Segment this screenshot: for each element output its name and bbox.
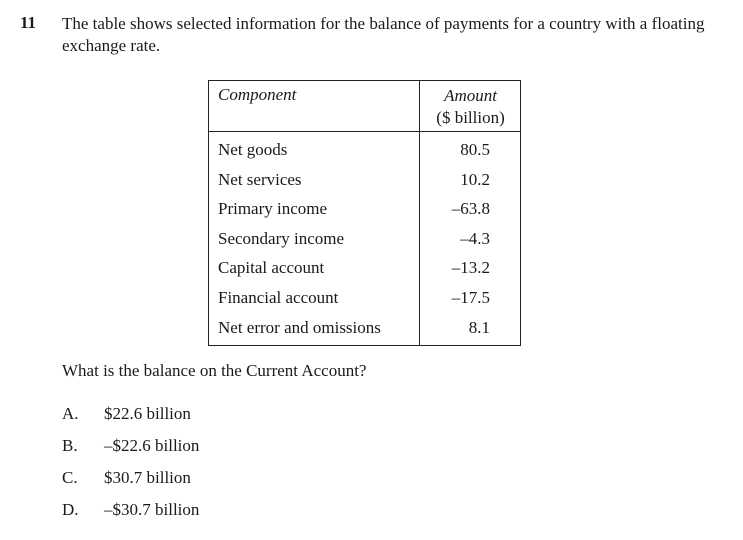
answer-option-a[interactable]: A. $22.6 billion: [62, 404, 191, 424]
option-text: –$22.6 billion: [104, 436, 200, 455]
table-row: Financial account –17.5: [208, 282, 521, 313]
amount-cell: 80.5: [460, 140, 490, 159]
question-prompt: What is the balance on the Current Accou…: [62, 361, 367, 380]
option-letter: A.: [62, 404, 79, 423]
table-row: Capital account –13.2: [208, 253, 521, 283]
answer-option-d[interactable]: D. –$30.7 billion: [62, 500, 199, 520]
amount-cell: –13.2: [451, 258, 490, 278]
option-text: $22.6 billion: [104, 404, 191, 423]
question-stem: The table shows selected information for…: [62, 14, 705, 55]
table-header-row: Component Amount ($ billion): [208, 80, 521, 132]
header-amount-unit: ($ billion): [436, 108, 505, 127]
component-cell: Primary income: [208, 194, 421, 224]
header-amount-label: Amount: [444, 86, 497, 105]
table-row: Net error and omissions 8.1: [208, 312, 521, 346]
component-cell: Financial account: [208, 282, 421, 313]
answer-option-b[interactable]: B. –$22.6 billion: [62, 436, 199, 456]
component-cell: Secondary income: [208, 223, 421, 254]
table-row: Net services 10.2: [208, 164, 521, 195]
answer-option-c[interactable]: C. $30.7 billion: [62, 468, 191, 488]
table-row: Primary income –63.8: [208, 194, 521, 224]
amount-cell: –17.5: [451, 287, 490, 307]
balance-of-payments-table: Component Amount ($ billion) Net goods 8…: [208, 80, 521, 347]
option-text: –$30.7 billion: [104, 500, 200, 519]
component-cell: Net services: [208, 164, 421, 195]
amount-cell: –63.8: [451, 199, 490, 219]
table-row: Secondary income –4.3: [208, 223, 521, 254]
option-letter: D.: [62, 500, 79, 519]
amount-cell: 10.2: [460, 169, 490, 189]
component-cell: Net goods: [208, 131, 421, 165]
table-row: Net goods 80.5: [208, 131, 521, 165]
component-cell: Capital account: [208, 253, 421, 283]
option-letter: C.: [62, 468, 78, 487]
question-number: 11: [20, 13, 37, 32]
option-text: $30.7 billion: [104, 468, 191, 487]
header-amount: Amount ($ billion): [419, 80, 521, 132]
amount-cell: –4.3: [460, 228, 490, 248]
option-letter: B.: [62, 436, 78, 455]
amount-cell: 8.1: [468, 317, 490, 337]
component-cell: Net error and omissions: [208, 312, 421, 346]
header-component: Component: [208, 80, 421, 132]
